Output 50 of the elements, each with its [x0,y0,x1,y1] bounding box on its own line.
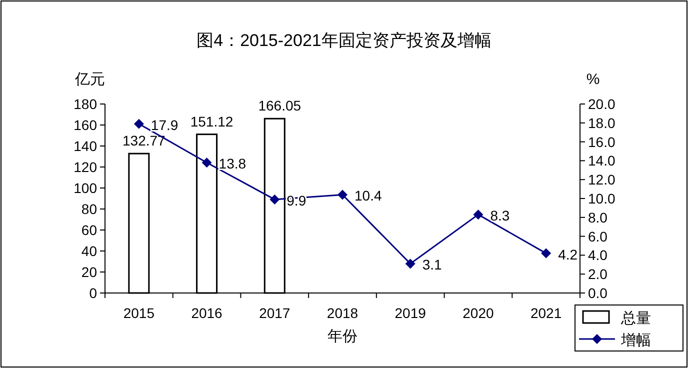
x-tick-label: 2021 [530,305,562,321]
y2-tick-label: 10.0 [588,190,616,206]
y2-tick-label: 16.0 [588,134,616,150]
y2-tick-label: 12.0 [588,172,616,188]
y2-tick-label: 20.0 [588,96,616,112]
legend-label: 总量 [620,310,651,327]
y-tick-label: 180 [74,96,98,112]
point [473,210,484,220]
point [541,248,552,258]
y2-tick-label: 14.0 [588,152,616,169]
y2-tick-label: 6.0 [588,228,608,244]
point [405,258,416,269]
y-tick-label: 160 [74,117,98,133]
y2-tick-label: 4.0 [588,247,608,264]
x-tick-label: 2019 [394,305,426,321]
x-tick-label: 2018 [326,305,358,321]
y2-tick-label: 0.0 [588,285,608,301]
x-tick-label: 2016 [191,305,223,321]
legend-label: 增幅 [620,332,651,349]
y2-tick-label: 8.0 [588,209,608,226]
y-tick-label: 120 [74,159,98,175]
x-tick-label: 2020 [462,305,494,321]
chart-title: 图4：2015-2021年固定资产投资及增幅 [196,31,492,50]
data-label: 10.4 [354,188,382,204]
y-tick-label: 140 [74,138,98,154]
point [270,194,280,204]
x-tick-label: 2017 [259,305,290,321]
point [134,118,144,129]
data-label: 17.9 [150,116,178,133]
y-tick-label: 0 [89,285,98,301]
y-tick-label: 100 [74,180,98,196]
y-tick-label: 40 [81,243,98,259]
data-label: 8.3 [490,208,510,224]
x-tick-label: 2015 [123,305,155,321]
x-axis-title: 年份 [328,328,358,345]
data-label: 132.77 [122,132,166,149]
data-label: 166.05 [258,98,302,114]
point [338,190,348,200]
data-label: 3.1 [422,256,442,273]
y-tick-label: 20 [81,264,98,280]
y2-axis-title: % [586,71,600,88]
data-label: 4.2 [558,246,578,262]
y-tick-label: 80 [81,201,98,217]
data-label: 151.12 [190,113,234,130]
y2-tick-label: 2.0 [588,266,608,282]
y-tick-label: 60 [81,222,98,238]
y-axis-title: 亿元 [74,71,105,88]
y2-tick-label: 18.0 [588,114,616,131]
data-label: 13.8 [218,156,246,172]
point [202,158,212,168]
